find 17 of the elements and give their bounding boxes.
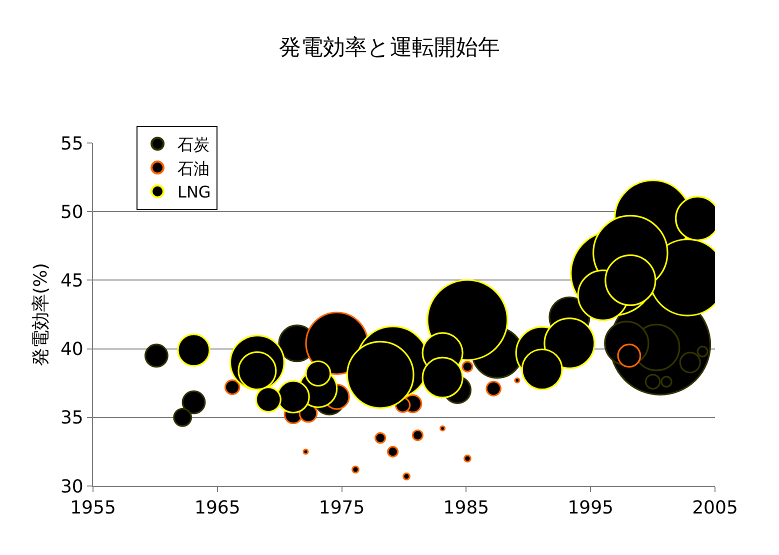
y-tick-label: 55 [60, 133, 84, 154]
x-tick-label: 2005 [692, 498, 738, 519]
legend-label: 石油 [178, 158, 210, 178]
y-tick-label: 35 [60, 408, 84, 429]
x-tick-label: 1965 [194, 498, 240, 519]
y-axis-title: 発電効率(%) [30, 262, 52, 366]
y-tick-label: 30 [60, 476, 84, 498]
x-tick-label: 1985 [443, 498, 490, 519]
legend-label: 石炭 [178, 134, 210, 154]
y-tick-label: 40 [60, 339, 84, 360]
chart-title: 発電効率と運転開始年 [279, 35, 500, 60]
legend-label: LNG [178, 182, 211, 202]
y-tick-label: 45 [60, 270, 84, 292]
y-tick-label: 50 [60, 202, 84, 223]
x-tick-label: 1995 [568, 498, 614, 519]
x-tick-label: 1975 [318, 498, 365, 519]
x-tick-label: 1955 [70, 498, 116, 519]
